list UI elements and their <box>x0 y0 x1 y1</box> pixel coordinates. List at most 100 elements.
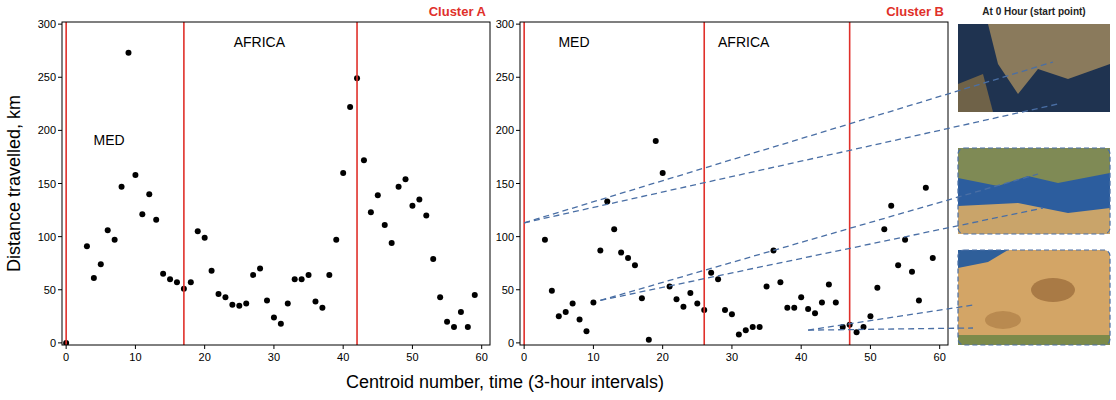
region-label: AFRICA <box>718 34 770 50</box>
point <box>590 300 596 306</box>
point <box>472 292 478 298</box>
x-tick-label: 0 <box>63 351 69 363</box>
point <box>597 247 603 253</box>
point <box>639 295 645 301</box>
point <box>729 311 735 317</box>
point <box>105 227 111 233</box>
point <box>888 203 894 209</box>
point <box>618 250 624 256</box>
x-tick-label: 20 <box>199 351 211 363</box>
point <box>881 226 887 232</box>
x-tick-label: 50 <box>406 351 418 363</box>
x-tick <box>801 345 802 349</box>
boundary-line <box>849 22 851 345</box>
point <box>743 327 749 333</box>
x-tick-label: 0 <box>521 351 527 363</box>
y-tick-label: 0 <box>50 337 56 349</box>
x-tick <box>343 345 344 349</box>
y-tick-label: 300 <box>496 18 514 30</box>
x-tick-label: 60 <box>476 351 488 363</box>
point <box>444 319 450 325</box>
x-tick <box>481 345 482 349</box>
point <box>826 281 832 287</box>
panel-title: Cluster B <box>886 4 944 19</box>
x-tick <box>731 345 732 349</box>
point <box>389 240 395 246</box>
link-line <box>524 104 1058 223</box>
point <box>409 203 415 209</box>
point <box>361 157 367 163</box>
y-tick <box>58 236 62 237</box>
y-tick-label: 50 <box>502 284 514 296</box>
point <box>333 237 339 243</box>
point <box>312 298 318 304</box>
y-tick-label: 100 <box>38 231 56 243</box>
point <box>160 271 166 277</box>
y-tick <box>58 342 62 343</box>
point <box>833 300 839 306</box>
point <box>549 288 555 294</box>
thumbnail-land <box>988 24 1110 94</box>
point <box>819 300 825 306</box>
point <box>563 309 569 315</box>
thumbnail-land <box>958 203 1110 234</box>
point <box>715 276 721 282</box>
point <box>660 170 666 176</box>
x-tick <box>593 345 594 349</box>
link-line <box>600 208 1043 300</box>
link-line <box>808 305 973 330</box>
frame <box>520 22 948 345</box>
point <box>326 272 332 278</box>
point <box>451 324 457 330</box>
point <box>243 301 249 307</box>
point <box>764 284 770 290</box>
y-tick-label: 100 <box>496 231 514 243</box>
point <box>902 237 908 243</box>
point <box>542 237 548 243</box>
point <box>195 228 201 234</box>
point <box>139 211 145 217</box>
x-tick <box>412 345 413 349</box>
panel-0: 0102030405060050100150200250300MEDAFRICA… <box>38 4 490 363</box>
image-caption: At 0 Hour (start point) <box>982 6 1085 17</box>
point <box>430 256 436 262</box>
point <box>708 270 714 276</box>
x-tick-label: 20 <box>657 351 669 363</box>
links <box>524 62 1058 330</box>
point <box>791 305 797 311</box>
point <box>583 328 589 334</box>
x-tick-label: 50 <box>864 351 876 363</box>
y-tick <box>516 289 520 290</box>
point <box>465 324 471 330</box>
y-tick <box>516 130 520 131</box>
point <box>229 302 235 308</box>
point <box>458 309 464 315</box>
y-tick <box>58 130 62 131</box>
x-tick-label: 10 <box>129 351 141 363</box>
point <box>750 324 756 330</box>
x-tick <box>273 345 274 349</box>
point <box>722 307 728 313</box>
point <box>375 192 381 198</box>
boundary-line <box>183 22 185 345</box>
point <box>423 212 429 218</box>
y-tick-label: 150 <box>38 178 56 190</box>
x-tick <box>204 345 205 349</box>
y-tick <box>516 342 520 343</box>
point <box>577 317 583 323</box>
point <box>250 272 256 278</box>
point <box>396 184 402 190</box>
point <box>625 255 631 261</box>
y-tick <box>58 289 62 290</box>
x-tick <box>870 345 871 349</box>
point <box>202 235 208 241</box>
point <box>119 184 125 190</box>
point <box>611 226 617 232</box>
y-tick-label: 300 <box>38 18 56 30</box>
point <box>271 314 277 320</box>
point <box>653 138 659 144</box>
y-tick-label: 250 <box>38 71 56 83</box>
y-axis-title: Distance travelled, km <box>4 95 24 272</box>
y-tick <box>516 77 520 78</box>
thumbnail-relief <box>1031 278 1075 302</box>
